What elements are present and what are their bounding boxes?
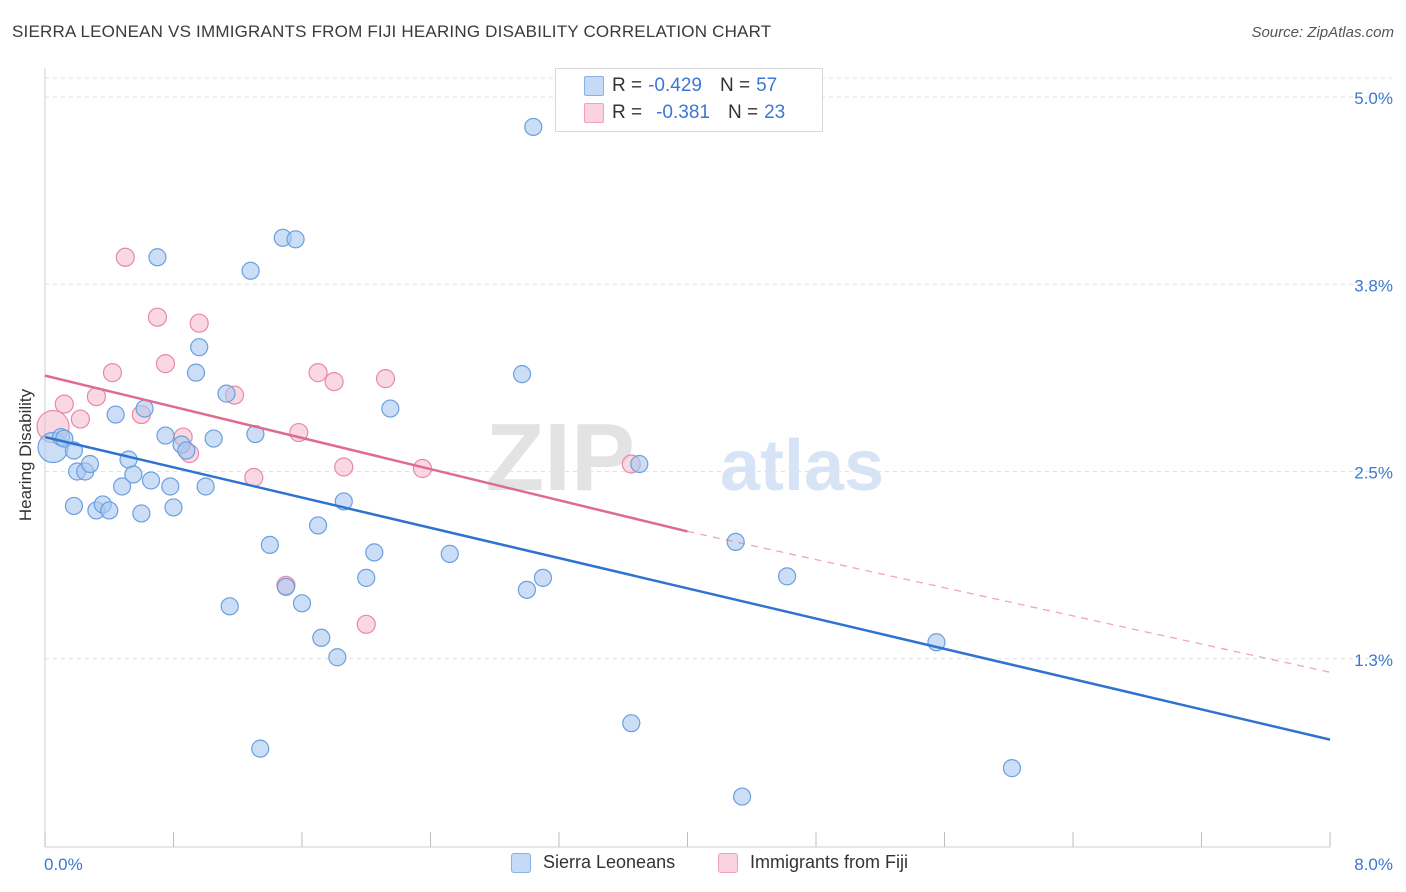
legend-r-label: R = [612, 102, 643, 123]
data-point-sierra-leonean [100, 501, 119, 520]
data-point-sierra-leonean [64, 496, 84, 516]
legend-n-value: 57 [756, 75, 778, 96]
data-point-sierra-leonean [148, 248, 167, 267]
data-point-sierra-leonean [260, 535, 279, 555]
data-point-sierra-leonean [135, 399, 154, 418]
data-point-sierra-leonean [357, 568, 376, 587]
data-point-sierra-leonean [190, 338, 209, 357]
x-tick-label: 0.0% [44, 855, 83, 874]
data-point-fiji [308, 363, 328, 383]
y-tick-label: 5.0% [1354, 89, 1393, 108]
chart-title: SIERRA LEONEAN VS IMMIGRANTS FROM FIJI H… [12, 22, 772, 41]
data-point-sierra-leonean [251, 739, 270, 758]
legend-label: Immigrants from Fiji [750, 852, 909, 872]
data-point-sierra-leonean [106, 405, 125, 424]
data-point-fiji [334, 457, 354, 477]
data-point-sierra-leonean [512, 365, 532, 384]
data-point-sierra-leonean [381, 399, 400, 418]
legend-item-immigrants-from-fiji: Immigrants from Fiji [718, 852, 908, 873]
legend-n-value: 23 [764, 102, 786, 123]
correlation-legend: R = -0.429 N = 57 R = -0.381 N = 23 [555, 68, 823, 132]
data-point-fiji [189, 313, 209, 333]
source-label: Source: ZipAtlas.com [1251, 24, 1394, 41]
watermark: ZIP atlas [486, 404, 884, 511]
legend-row-immigrants-from-fiji: R = -0.381 N = 23 [584, 100, 786, 126]
data-point-fiji [155, 354, 176, 374]
data-point-sierra-leonean [292, 594, 312, 613]
y-tick-label: 2.5% [1354, 464, 1393, 483]
data-point-sierra-leonean [524, 117, 543, 137]
data-point-sierra-leonean [80, 454, 100, 474]
data-point-sierra-leonean [533, 568, 553, 587]
trend-line-fiji-extension [687, 530, 1331, 673]
y-tick-label: 1.3% [1354, 651, 1393, 670]
data-point-sierra-leonean [112, 477, 132, 496]
legend-swatch-pink [584, 103, 604, 123]
legend-row-sierra-leoneans: R = -0.429 N = 57 [584, 73, 778, 99]
watermark-atlas: atlas [720, 426, 884, 506]
trend-line-fiji [44, 374, 688, 533]
series-legend: Sierra Leoneans Immigrants from Fiji [0, 852, 1406, 878]
legend-swatch-pink [718, 852, 738, 873]
data-point-sierra-leonean [156, 426, 175, 445]
data-point-sierra-leonean [777, 567, 797, 586]
series-sierra-leoneans [37, 117, 1022, 806]
data-point-fiji [324, 372, 344, 392]
y-tick-label: 3.8% [1354, 276, 1393, 295]
data-point-sierra-leonean [196, 477, 215, 496]
data-point-sierra-leonean [217, 384, 236, 403]
data-point-sierra-leonean [733, 787, 752, 806]
data-point-sierra-leonean [124, 465, 143, 484]
data-point-sierra-leonean [64, 441, 84, 460]
data-point-sierra-leonean [365, 543, 384, 562]
watermark-zip: ZIP [486, 404, 635, 511]
data-point-sierra-leonean [186, 363, 206, 382]
data-point-fiji [356, 614, 376, 634]
legend-swatch-blue [584, 76, 604, 96]
data-point-fiji [102, 363, 123, 383]
data-point-fiji [54, 394, 74, 414]
data-point-sierra-leonean [141, 471, 161, 490]
legend-item-sierra-leoneans: Sierra Leoneans [511, 852, 675, 873]
data-point-sierra-leonean [241, 261, 260, 280]
x-tick-label: 8.0% [1354, 855, 1393, 874]
data-point-sierra-leonean [204, 429, 223, 448]
data-point-sierra-leonean [328, 648, 347, 667]
data-point-sierra-leonean [517, 580, 536, 599]
data-point-sierra-leonean [630, 454, 649, 474]
trend-lines [44, 374, 1331, 741]
data-point-fiji [375, 369, 396, 389]
tick-labels: 1.3% 2.5% 3.8% 5.0% 0.0% 8.0% [44, 89, 1393, 874]
legend-r-value: -0.429 [648, 75, 702, 96]
trend-line-sierra-leoneans [44, 435, 1331, 741]
data-point-sierra-leonean [622, 714, 641, 733]
data-point-sierra-leonean [308, 516, 328, 535]
data-point-sierra-leonean [161, 477, 180, 496]
legend-r-value: -0.381 [656, 102, 710, 123]
axes [44, 68, 1331, 848]
data-point-sierra-leonean [440, 544, 459, 563]
data-point-fiji [70, 409, 90, 429]
data-point-sierra-leonean [726, 532, 745, 552]
data-point-sierra-leonean [164, 498, 183, 517]
data-point-sierra-leonean [177, 441, 196, 460]
legend-n-label: N = [727, 102, 759, 123]
data-point-sierra-leonean [312, 628, 331, 647]
data-point-sierra-leonean [220, 597, 239, 616]
legend-swatch-blue [511, 852, 531, 873]
data-point-sierra-leonean [132, 504, 151, 523]
data-point-fiji [147, 307, 168, 327]
grid-lines [45, 77, 1392, 660]
legend-label: Sierra Leoneans [543, 852, 676, 872]
data-point-sierra-leonean [119, 450, 138, 469]
data-point-sierra-leonean [276, 577, 296, 596]
data-point-sierra-leonean [286, 230, 305, 249]
data-point-fiji [115, 247, 135, 267]
legend-r-label: R = [612, 75, 643, 96]
legend-n-label: N = [719, 75, 751, 96]
data-point-sierra-leonean [1002, 759, 1022, 778]
